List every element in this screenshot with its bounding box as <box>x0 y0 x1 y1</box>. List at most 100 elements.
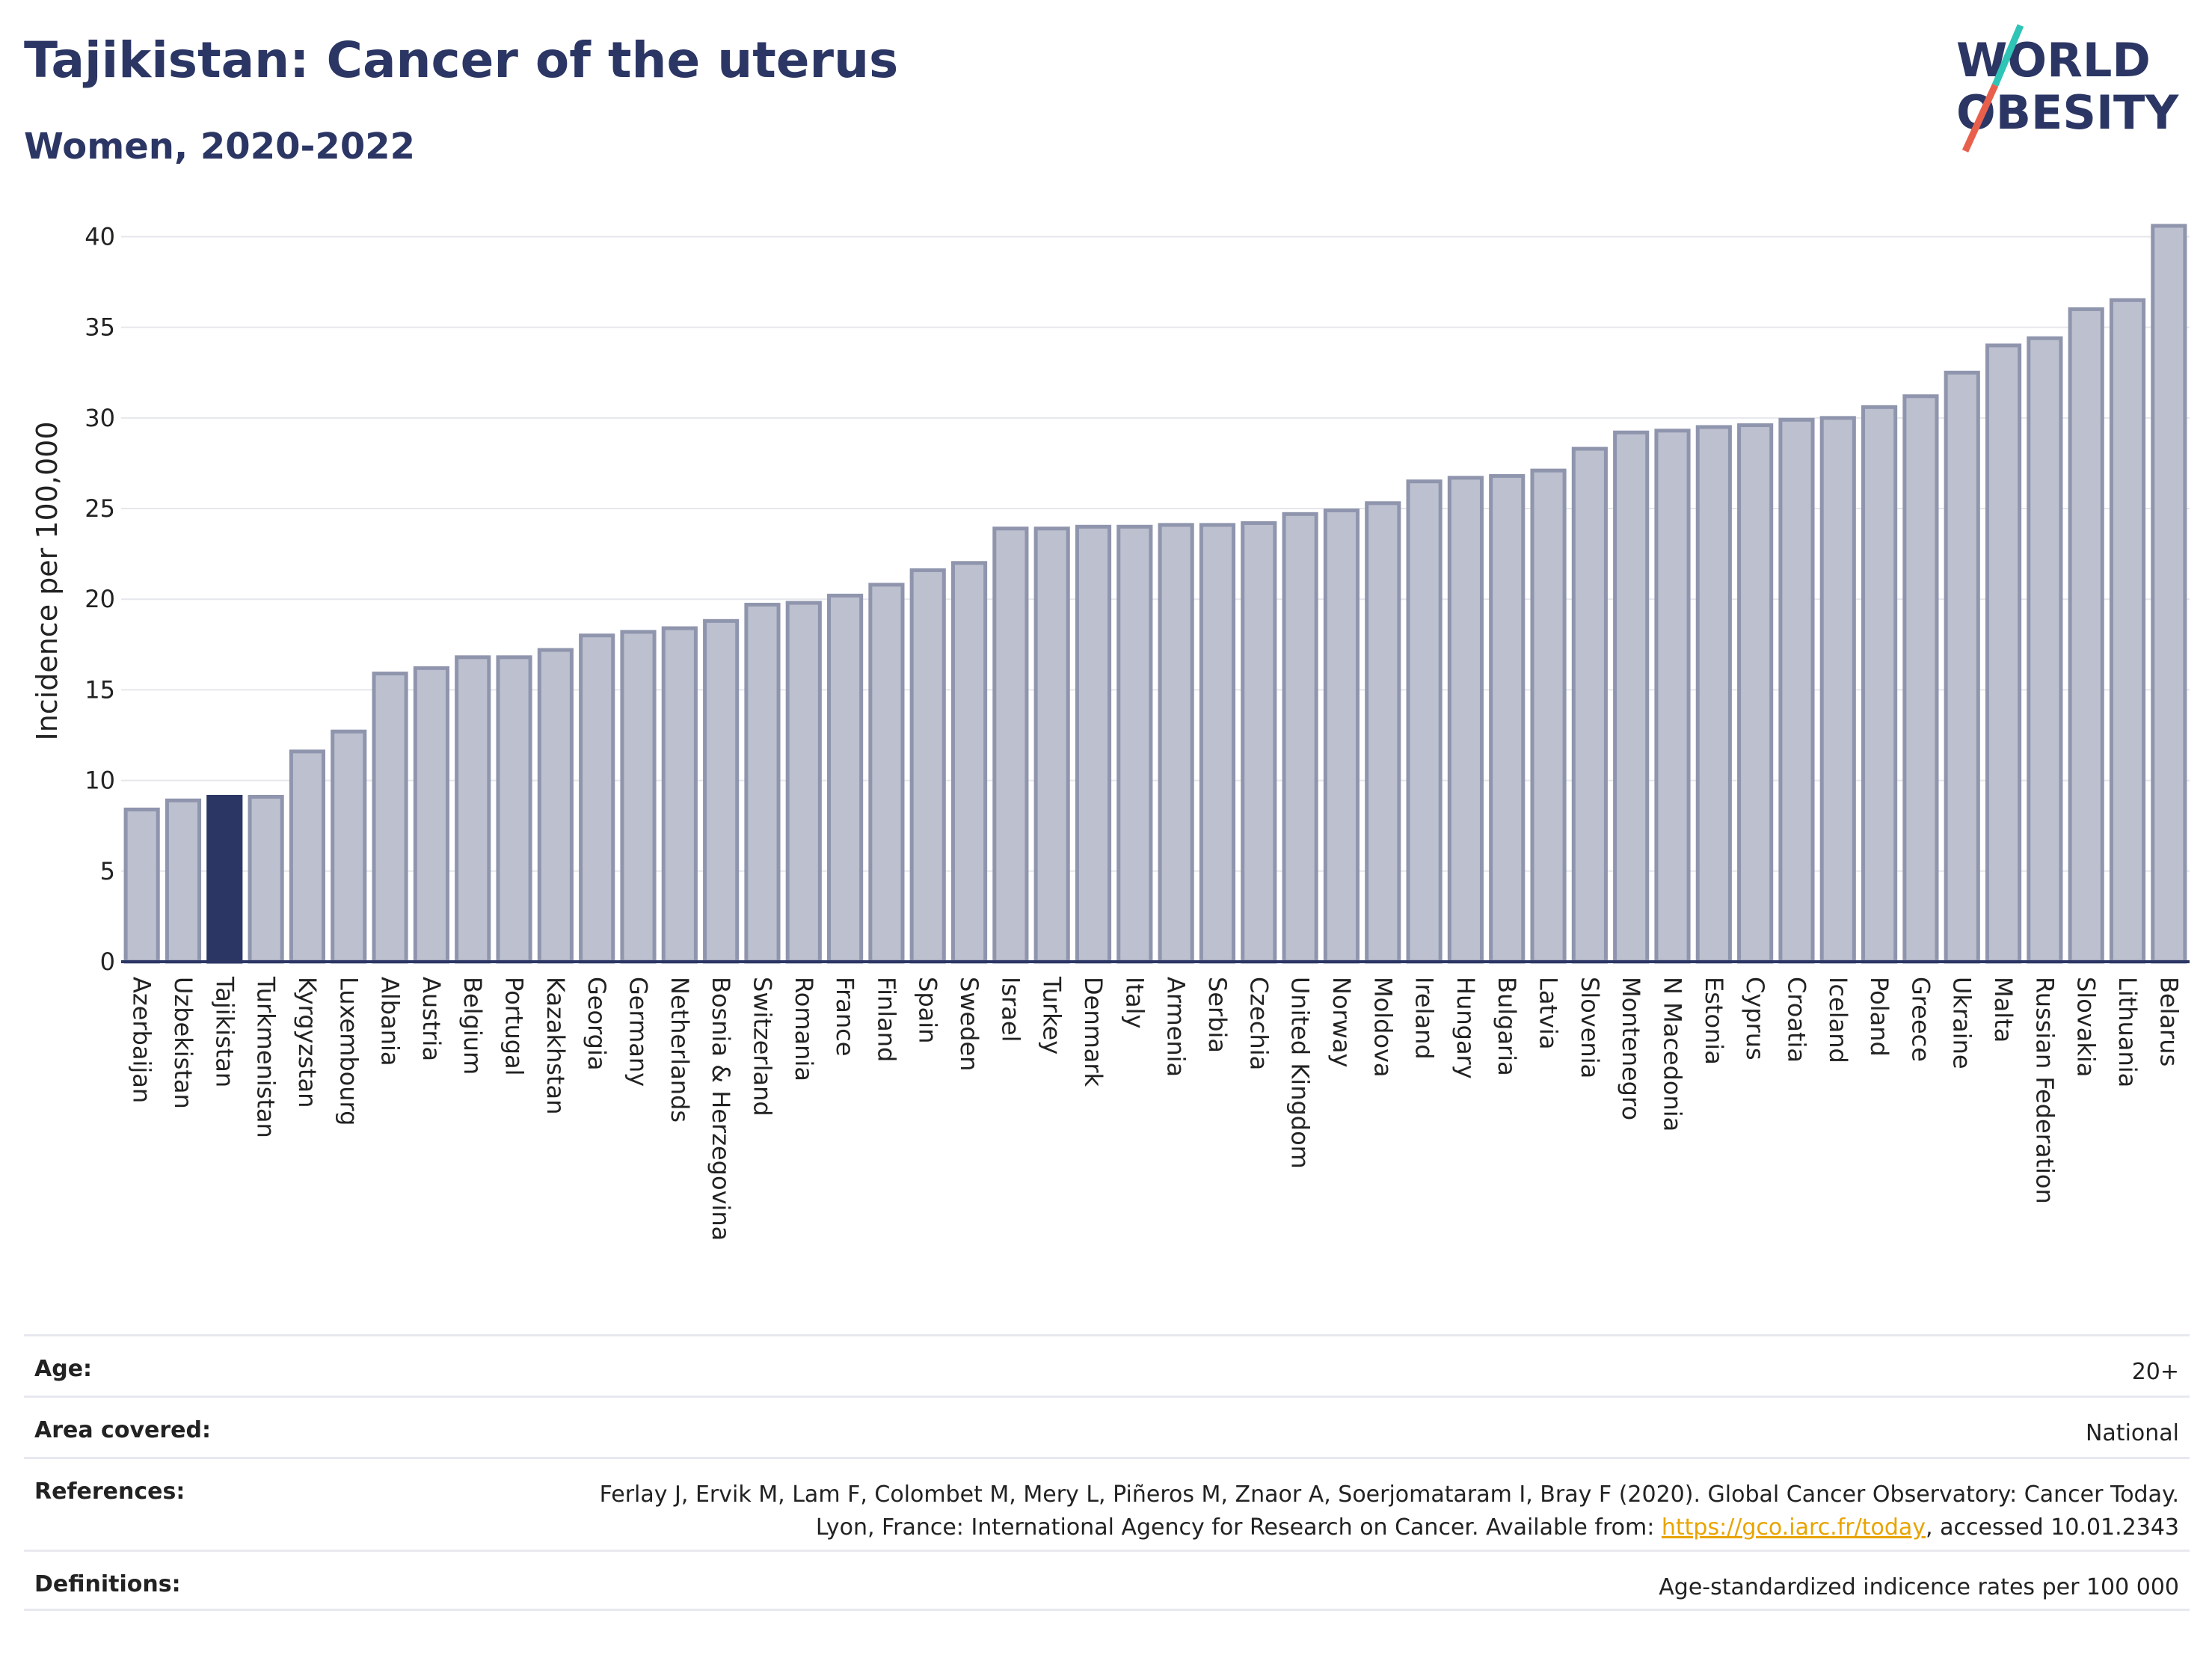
x-tick-label: Slovenia <box>1576 977 1604 1078</box>
x-tick-label: Malta <box>1989 977 2018 1043</box>
logo-line1: WORLD <box>1956 33 2151 87</box>
bar-armenia <box>1158 523 1194 964</box>
bar-kyrgyzstan <box>289 749 326 964</box>
bar-azerbaijan <box>123 807 160 964</box>
bar-luxembourg <box>331 729 367 964</box>
bar-finland <box>868 583 905 964</box>
bar-czechia <box>1241 521 1277 964</box>
bar-bulgaria <box>1489 473 1526 964</box>
x-tick-label: Georgia <box>583 977 611 1070</box>
x-tick-label: Cyprus <box>1741 977 1769 1060</box>
x-tick-label: Croatia <box>1782 977 1810 1063</box>
bar-n-macedonia <box>1654 429 1691 964</box>
age-label: Age: <box>34 1356 93 1382</box>
references-link[interactable]: https://gco.iarc.fr/today <box>1661 1514 1926 1541</box>
x-tick-label: Albania <box>376 977 405 1066</box>
y-axis-label: Incidence per 100,000 <box>31 421 64 740</box>
bar-georgia <box>579 633 615 964</box>
info-row-definitions: Definitions: Age-standardized indicence … <box>24 1550 2190 1611</box>
x-tick-label: Belgium <box>458 977 487 1075</box>
bar-moldova <box>1365 501 1401 964</box>
chart-subtitle: Women, 2020-2022 <box>24 126 416 168</box>
references-value: Ferlay J, Ervik M, Lam F, Colombet M, Me… <box>571 1479 2179 1544</box>
world-obesity-logo: WORLD OBESITY <box>1956 24 2179 153</box>
y-tick-labels: 0 5 10 15 20 25 30 35 40 <box>85 222 115 976</box>
x-tick-label: Turkmenistan <box>252 976 280 1138</box>
x-tick-label: Netherlands <box>666 977 694 1123</box>
definitions-value: Age-standardized indicence rates per 100… <box>1659 1574 2179 1600</box>
x-tick-label: France <box>831 977 859 1056</box>
area-value: National <box>2085 1420 2179 1446</box>
y-tick-label: 35 <box>85 313 115 342</box>
bar-tajikistan <box>206 794 243 964</box>
chart-title: Tajikistan: Cancer of the uterus <box>24 31 899 89</box>
bar-spain <box>909 568 946 964</box>
bar-slovenia <box>1571 446 1608 964</box>
x-tick-label: Italy <box>1120 977 1149 1028</box>
bar-estonia <box>1695 425 1732 964</box>
info-row-references: References: Ferlay J, Ervik M, Lam F, Co… <box>24 1457 2190 1550</box>
x-tick-label: Slovakia <box>2072 977 2101 1077</box>
bar-croatia <box>1778 417 1815 964</box>
bar-italy <box>1116 524 1153 964</box>
x-tick-label: Czechia <box>1244 977 1273 1070</box>
bar-denmark <box>1075 524 1112 964</box>
bar-belarus <box>2151 224 2187 964</box>
info-table: Age: 20+ Area covered: National Referenc… <box>24 1334 2190 1611</box>
bar-slovakia <box>2068 307 2104 964</box>
bar-united-kingdom <box>1282 512 1318 964</box>
x-tick-label: Lithuania <box>2113 977 2142 1087</box>
logo-slash-coral <box>1961 84 1999 153</box>
bar-poland <box>1861 405 1898 964</box>
bar-montenegro <box>1613 430 1650 964</box>
bar-hungary <box>1447 476 1484 964</box>
bar-israel <box>992 526 1029 964</box>
y-tick-label: 25 <box>85 494 115 523</box>
bar-malta <box>1985 343 2022 964</box>
x-tick-label: Israel <box>996 977 1024 1042</box>
bar-uzbekistan <box>165 798 202 964</box>
bar-cyprus <box>1737 423 1774 964</box>
bar-portugal <box>496 655 532 964</box>
y-tick-label: 20 <box>85 585 115 613</box>
x-tick-label: Armenia <box>1162 977 1191 1077</box>
x-tick-label: Estonia <box>1700 977 1728 1065</box>
x-tick-label: Iceland <box>1824 977 1852 1063</box>
x-tick-label: N Macedonia <box>1659 977 1687 1132</box>
bar-albania <box>372 672 408 964</box>
x-tick-label: Montenegro <box>1617 977 1645 1120</box>
x-tick-label: Portugal <box>500 977 529 1076</box>
y-tick-label: 0 <box>100 948 115 976</box>
x-tick-label: Denmark <box>1079 977 1107 1087</box>
references-text: Ferlay J, Ervik M, Lam F, Colombet M, Me… <box>599 1481 2179 1541</box>
x-tick-label: Turkey <box>1038 976 1066 1054</box>
bar-sweden <box>950 561 988 964</box>
x-tick-label: United Kingdom <box>1286 977 1315 1169</box>
x-tick-label: Austria <box>417 977 446 1061</box>
bar-norway <box>1323 508 1360 964</box>
x-tick-label: Belarus <box>2154 977 2183 1066</box>
bar-switzerland <box>744 603 781 964</box>
bar-latvia <box>1530 468 1567 964</box>
bar-kazakhstan <box>537 648 574 964</box>
bar-greece <box>1902 394 1939 964</box>
x-tick-label: Uzbekistan <box>169 977 197 1109</box>
x-tick-labels: Azerbaijan Uzbekistan Tajikistan Turkmenist… <box>128 976 2184 1241</box>
x-tick-label: Tajikistan <box>210 976 239 1087</box>
x-tick-label: Spain <box>914 977 942 1043</box>
bar-romania <box>785 601 822 964</box>
x-tick-label: Kyrgyzstan <box>293 977 322 1108</box>
x-tick-label: Serbia <box>1203 977 1232 1053</box>
bar-ukraine <box>1944 370 1980 964</box>
logo-slash-teal <box>1991 24 2024 87</box>
bar-germany <box>620 630 657 964</box>
y-tick-label: 15 <box>85 675 115 704</box>
bar-ireland <box>1406 479 1443 964</box>
bar-serbia <box>1199 523 1236 964</box>
info-row-area: Area covered: National <box>24 1395 2190 1457</box>
x-tick-label: Azerbaijan <box>128 977 156 1103</box>
references-label: References: <box>34 1479 185 1505</box>
x-tick-label: Greece <box>1906 977 1935 1062</box>
x-tick-label: Sweden <box>955 977 983 1071</box>
bar-bosnia-herzegovina <box>703 618 740 964</box>
